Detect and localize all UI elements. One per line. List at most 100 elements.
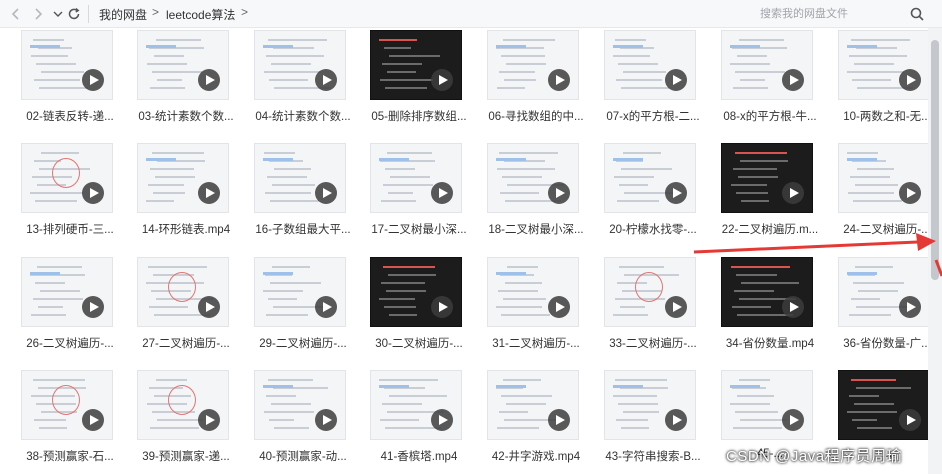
video-thumbnail[interactable] bbox=[604, 143, 696, 213]
play-icon[interactable] bbox=[899, 409, 921, 431]
file-name[interactable]: 40-预测赢家-动... bbox=[259, 451, 347, 463]
video-thumbnail[interactable] bbox=[604, 257, 696, 327]
video-thumbnail[interactable] bbox=[487, 30, 579, 100]
video-thumbnail[interactable] bbox=[604, 30, 696, 100]
file-name[interactable]: 08-x的平方根-牛... bbox=[723, 111, 817, 123]
file-name[interactable]: 13-排列硬币-三... bbox=[26, 224, 114, 236]
file-name[interactable]: 06-寻找数组的中... bbox=[488, 111, 584, 123]
video-thumbnail[interactable] bbox=[838, 370, 930, 440]
file-name[interactable]: 43-字符串搜索-B... bbox=[605, 451, 701, 463]
video-thumbnail[interactable] bbox=[137, 370, 229, 440]
back-icon[interactable] bbox=[6, 4, 26, 24]
forward-icon[interactable] bbox=[28, 4, 48, 24]
play-icon[interactable] bbox=[82, 69, 104, 91]
video-thumbnail[interactable] bbox=[137, 257, 229, 327]
file-name[interactable]: 18-二叉树最小深... bbox=[488, 224, 584, 236]
video-thumbnail[interactable] bbox=[838, 30, 930, 100]
play-icon[interactable] bbox=[431, 69, 453, 91]
play-icon[interactable] bbox=[782, 69, 804, 91]
video-thumbnail[interactable] bbox=[254, 143, 346, 213]
video-thumbnail[interactable] bbox=[838, 143, 930, 213]
file-name[interactable]: 17-二叉树最小深... bbox=[371, 224, 467, 236]
play-icon[interactable] bbox=[198, 69, 220, 91]
play-icon[interactable] bbox=[82, 296, 104, 318]
file-name[interactable]: 24-二叉树遍历-... bbox=[843, 224, 931, 236]
file-name[interactable]: 42-井字游戏.mp4 bbox=[491, 451, 581, 463]
file-name[interactable]: 10-两数之和-无... bbox=[843, 111, 931, 123]
play-icon[interactable] bbox=[431, 409, 453, 431]
file-name[interactable]: 36-省份数量-广... bbox=[843, 338, 931, 350]
video-thumbnail[interactable] bbox=[487, 143, 579, 213]
scrollbar[interactable] bbox=[928, 28, 942, 474]
video-thumbnail[interactable] bbox=[254, 370, 346, 440]
play-icon[interactable] bbox=[665, 182, 687, 204]
play-icon[interactable] bbox=[665, 296, 687, 318]
file-name[interactable]: 05-删除排序数组... bbox=[371, 111, 467, 123]
play-icon[interactable] bbox=[899, 296, 921, 318]
video-thumbnail[interactable] bbox=[370, 370, 462, 440]
video-thumbnail[interactable] bbox=[370, 257, 462, 327]
breadcrumb-folder[interactable]: leetcode算法 bbox=[166, 8, 236, 22]
search-icon[interactable] bbox=[909, 6, 925, 22]
video-thumbnail[interactable] bbox=[721, 30, 813, 100]
video-thumbnail[interactable] bbox=[838, 257, 930, 327]
video-thumbnail[interactable] bbox=[21, 30, 113, 100]
play-icon[interactable] bbox=[315, 409, 337, 431]
play-icon[interactable] bbox=[315, 296, 337, 318]
play-icon[interactable] bbox=[899, 69, 921, 91]
play-icon[interactable] bbox=[82, 182, 104, 204]
file-name[interactable]: 31-二叉树遍历-... bbox=[492, 338, 580, 350]
file-name[interactable]: 04-统计素数个数... bbox=[255, 111, 351, 123]
file-name[interactable]: 39-预测赢家-递... bbox=[142, 451, 230, 463]
play-icon[interactable] bbox=[665, 69, 687, 91]
play-icon[interactable] bbox=[315, 182, 337, 204]
file-name[interactable]: 27-二叉树遍历-... bbox=[142, 338, 230, 350]
video-thumbnail[interactable] bbox=[721, 143, 813, 213]
file-name[interactable]: 03-统计素数个数... bbox=[138, 111, 234, 123]
play-icon[interactable] bbox=[198, 296, 220, 318]
play-icon[interactable] bbox=[548, 296, 570, 318]
file-name[interactable]: 34-省份数量.mp4 bbox=[725, 338, 815, 350]
play-icon[interactable] bbox=[431, 182, 453, 204]
file-name[interactable]: 16-子数组最大平... bbox=[255, 224, 351, 236]
file-name[interactable]: 20-柠檬水找零-... bbox=[609, 224, 697, 236]
video-thumbnail[interactable] bbox=[721, 370, 813, 440]
video-thumbnail[interactable] bbox=[721, 257, 813, 327]
search-input[interactable] bbox=[760, 4, 910, 24]
breadcrumb-root[interactable]: 我的网盘 bbox=[99, 8, 148, 22]
play-icon[interactable] bbox=[548, 182, 570, 204]
play-icon[interactable] bbox=[548, 409, 570, 431]
play-icon[interactable] bbox=[198, 182, 220, 204]
video-thumbnail[interactable] bbox=[137, 143, 229, 213]
play-icon[interactable] bbox=[431, 296, 453, 318]
video-thumbnail[interactable] bbox=[21, 257, 113, 327]
scrollbar-thumb[interactable] bbox=[931, 40, 939, 280]
play-icon[interactable] bbox=[782, 409, 804, 431]
video-thumbnail[interactable] bbox=[254, 257, 346, 327]
file-name[interactable]: 29-二叉树遍历-... bbox=[259, 338, 347, 350]
play-icon[interactable] bbox=[899, 182, 921, 204]
file-name[interactable]: 07-x的平方根-二... bbox=[606, 111, 700, 123]
play-icon[interactable] bbox=[782, 296, 804, 318]
chevron-down-icon[interactable] bbox=[48, 4, 68, 24]
video-thumbnail[interactable] bbox=[370, 30, 462, 100]
file-name[interactable]: ... bbox=[882, 448, 892, 460]
video-thumbnail[interactable] bbox=[254, 30, 346, 100]
play-icon[interactable] bbox=[82, 409, 104, 431]
video-thumbnail[interactable] bbox=[21, 143, 113, 213]
video-thumbnail[interactable] bbox=[487, 370, 579, 440]
file-name[interactable]: 38-预测赢家-石... bbox=[26, 451, 114, 463]
video-thumbnail[interactable] bbox=[487, 257, 579, 327]
file-name[interactable]: 14-环形链表.mp4 bbox=[141, 224, 231, 236]
file-name[interactable]: 26-二叉树遍历-... bbox=[26, 338, 114, 350]
video-thumbnail[interactable] bbox=[604, 370, 696, 440]
file-name[interactable]: 30-二叉树遍历-... bbox=[375, 338, 463, 350]
video-thumbnail[interactable] bbox=[137, 30, 229, 100]
play-icon[interactable] bbox=[548, 69, 570, 91]
refresh-icon[interactable] bbox=[64, 4, 84, 24]
play-icon[interactable] bbox=[198, 409, 220, 431]
file-name[interactable]: 45-... bbox=[756, 448, 784, 460]
file-name[interactable]: 02-链表反转-递... bbox=[26, 111, 114, 123]
file-name[interactable]: 41-香槟塔.mp4 bbox=[380, 451, 458, 463]
file-name[interactable]: 33-二叉树遍历-... bbox=[609, 338, 697, 350]
